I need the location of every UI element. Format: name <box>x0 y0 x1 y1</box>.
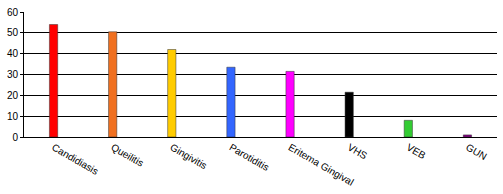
svg-text:Gingivitis: Gingivitis <box>168 142 209 172</box>
svg-text:VHS: VHS <box>346 142 370 162</box>
svg-text:50: 50 <box>7 27 19 38</box>
svg-text:VEB: VEB <box>405 142 428 162</box>
svg-text:0: 0 <box>12 132 18 143</box>
svg-text:Candidiasis: Candidiasis <box>50 142 100 177</box>
svg-text:Queilitis: Queilitis <box>109 142 145 169</box>
svg-text:30: 30 <box>7 69 19 80</box>
svg-text:Parotiditis: Parotiditis <box>227 142 271 173</box>
svg-text:60: 60 <box>7 7 19 18</box>
svg-text:GUN: GUN <box>464 142 489 163</box>
svg-text:40: 40 <box>7 48 19 59</box>
svg-text:10: 10 <box>7 111 19 122</box>
svg-text:20: 20 <box>7 90 19 101</box>
svg-text:Eritema Gingival: Eritema Gingival <box>287 142 356 188</box>
